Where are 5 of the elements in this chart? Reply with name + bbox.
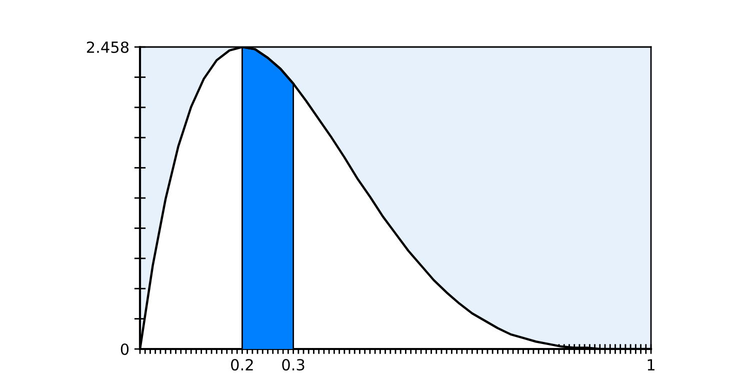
x-tick-label: 0.2 (231, 358, 253, 371)
x-tick-label: 0.3 (282, 358, 304, 371)
y-tick-label: 0 (120, 343, 129, 356)
x-tick-label: 1 (648, 359, 654, 370)
y-tick-label: 2.458 (86, 41, 129, 54)
